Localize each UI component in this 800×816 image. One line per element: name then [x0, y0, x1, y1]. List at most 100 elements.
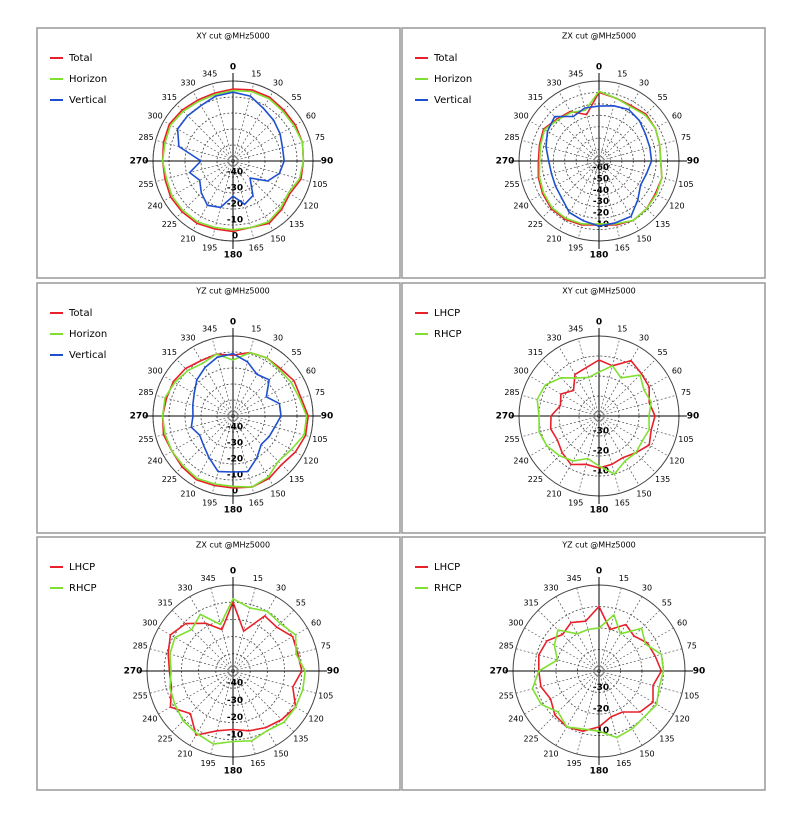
- r-tick-label: -20: [593, 705, 609, 715]
- legend-text: LHCP: [434, 308, 460, 319]
- chart-panel: XY cut @MHz5000 -40 -30 -20 -10 0 0 15 30 55 60 75 9…: [36, 27, 401, 279]
- grid-line: [542, 359, 600, 417]
- theta-tick-label: 315: [528, 348, 543, 357]
- theta-tick-label: 180: [590, 767, 609, 777]
- theta-tick-label: 300: [147, 112, 162, 121]
- grid-line: [577, 83, 600, 162]
- theta-tick-label: 165: [249, 243, 264, 252]
- theta-tick-label: 60: [672, 112, 682, 121]
- grid-line: [232, 415, 311, 438]
- grid-line: [577, 160, 600, 239]
- theta-tick-label: 90: [327, 667, 340, 677]
- grid-line: [232, 83, 255, 162]
- theta-tick-label: 240: [513, 202, 528, 211]
- legend-text: Total: [68, 53, 92, 64]
- theta-tick-label: 330: [180, 79, 195, 88]
- theta-tick-label: 75: [315, 133, 325, 142]
- theta-tick-label: 300: [142, 619, 157, 628]
- legend-text: RHCP: [69, 583, 96, 594]
- theta-tick-label: 135: [655, 220, 670, 229]
- theta-tick-label: 150: [270, 234, 285, 243]
- grid-line: [529, 160, 600, 202]
- theta-tick-label: 165: [615, 243, 630, 252]
- theta-tick-label: 165: [615, 498, 630, 507]
- theta-tick-label: 60: [672, 367, 682, 376]
- theta-tick-label: 270: [496, 412, 515, 422]
- theta-tick-label: 135: [289, 220, 304, 229]
- grid-line: [155, 160, 234, 183]
- series-line: [537, 605, 663, 733]
- legend-text: Horizon: [434, 74, 472, 85]
- theta-tick-label: 180: [224, 506, 243, 516]
- theta-tick-label: 60: [306, 367, 316, 376]
- theta-tick-label: 135: [289, 475, 304, 484]
- theta-tick-label: 0: [230, 63, 236, 73]
- grid-line: [521, 139, 600, 162]
- theta-tick-label: 285: [138, 133, 153, 142]
- theta-tick-label: 165: [249, 498, 264, 507]
- theta-tick-label: 225: [162, 220, 177, 229]
- grid-line: [598, 394, 677, 417]
- theta-tick-label: 345: [568, 70, 583, 79]
- legend-text: Vertical: [69, 350, 106, 361]
- r-tick-label: -40: [227, 423, 243, 433]
- theta-tick-label: 270: [496, 157, 515, 167]
- r-tick-label: 0: [232, 487, 238, 497]
- grid-line: [232, 139, 311, 162]
- theta-tick-label: 165: [616, 759, 631, 768]
- theta-tick-label: 225: [528, 475, 543, 484]
- series-line: [538, 90, 663, 225]
- grid-line: [558, 91, 600, 162]
- theta-tick-label: 55: [658, 93, 668, 102]
- legend-text: Horizon: [69, 329, 107, 340]
- theta-tick-label: 75: [681, 388, 691, 397]
- theta-tick-label: 165: [250, 759, 265, 768]
- r-tick-label: -30: [593, 427, 609, 437]
- r-tick-label: -20: [227, 455, 243, 465]
- grid-line: [211, 83, 234, 162]
- theta-tick-label: 15: [617, 325, 627, 334]
- theta-tick-label: 180: [590, 251, 609, 261]
- theta-tick-label: 345: [567, 574, 582, 583]
- theta-tick-label: 345: [202, 325, 217, 334]
- series-line: [161, 88, 305, 233]
- grid-line: [598, 359, 656, 417]
- theta-tick-label: 60: [311, 619, 321, 628]
- theta-tick-label: 255: [504, 435, 519, 444]
- chart-title: YZ cut @MHz5000: [195, 287, 270, 296]
- theta-tick-label: 0: [596, 63, 602, 73]
- r-tick-label: -40: [593, 186, 609, 196]
- series-line: [167, 601, 303, 736]
- theta-tick-label: 240: [147, 202, 162, 211]
- theta-tick-label: 330: [177, 583, 192, 592]
- theta-tick-label: 60: [677, 619, 687, 628]
- theta-tick-label: 210: [177, 750, 192, 759]
- theta-tick-label: 315: [528, 93, 543, 102]
- theta-tick-label: 225: [528, 220, 543, 229]
- grid-line: [558, 160, 600, 231]
- theta-tick-label: 0: [596, 318, 602, 328]
- theta-tick-label: 90: [687, 412, 700, 422]
- grid-line: [558, 346, 600, 417]
- grid-line: [542, 160, 600, 218]
- grid-line: [163, 375, 234, 417]
- theta-tick-label: 195: [568, 498, 583, 507]
- theta-tick-label: 120: [308, 715, 323, 724]
- grid-line: [232, 338, 255, 417]
- theta-tick-label: 150: [639, 750, 654, 759]
- theta-tick-label: 300: [508, 619, 523, 628]
- grid-line: [529, 375, 600, 417]
- theta-tick-label: 120: [303, 202, 318, 211]
- theta-tick-label: 210: [543, 750, 558, 759]
- grid-line: [598, 375, 669, 417]
- r-tick-label: -10: [227, 730, 243, 740]
- grid-line: [598, 83, 621, 162]
- grid-line: [598, 104, 656, 162]
- r-tick-label: -20: [593, 447, 609, 457]
- theta-tick-label: 150: [270, 489, 285, 498]
- theta-tick-label: 90: [687, 157, 700, 167]
- grid-line: [232, 375, 303, 417]
- grid-line: [176, 160, 234, 218]
- theta-tick-label: 315: [162, 348, 177, 357]
